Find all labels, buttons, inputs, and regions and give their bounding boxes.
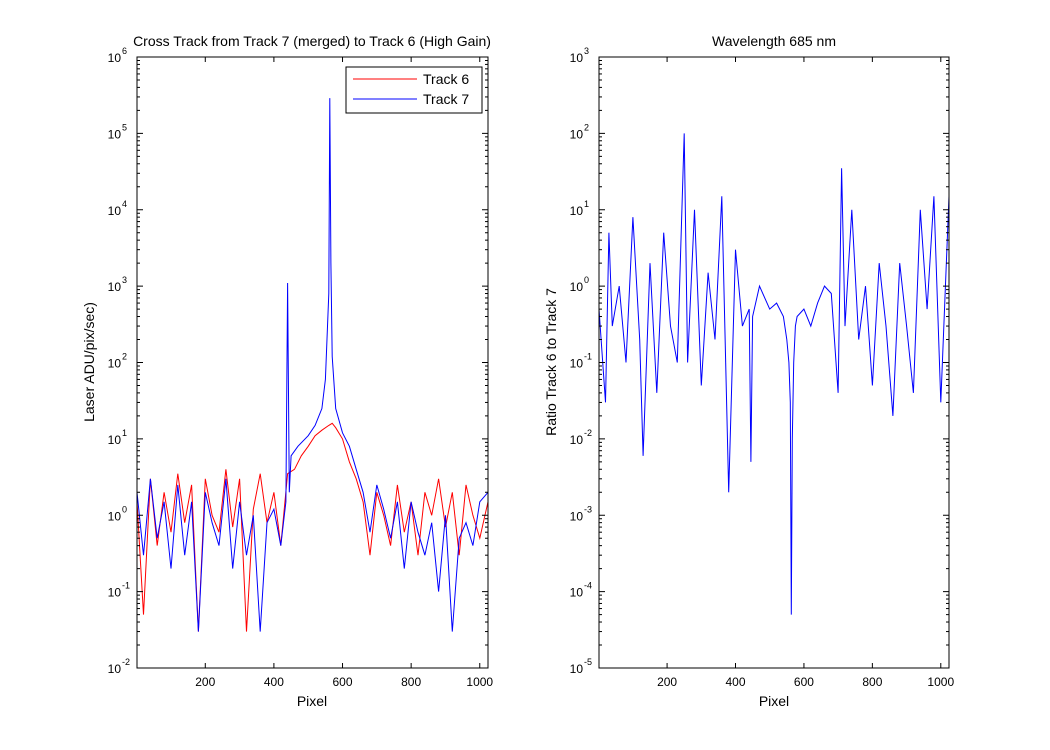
legend-label-track-7: Track 7: [423, 91, 469, 107]
right-y-tick-label: 10: [570, 280, 584, 294]
right-chart-title: Wavelength 685 nm: [712, 33, 836, 49]
right-x-axis-label: Pixel: [759, 693, 789, 709]
left-x-axis-label: Pixel: [297, 693, 327, 709]
right-y-tick-exponent: -3: [584, 504, 592, 514]
right-y-tick-exponent: -1: [584, 352, 592, 362]
left-y-tick-exponent: -2: [122, 657, 130, 667]
right-x-tick-label: 1000: [927, 675, 954, 689]
right-y-tick-label: 10: [570, 433, 584, 447]
left-y-tick-label: 10: [108, 51, 122, 65]
legend: Track 6 Track 7: [345, 66, 483, 114]
legend-label-track-6: Track 6: [423, 71, 469, 87]
left-y-tick-label: 10: [108, 433, 122, 447]
left-y-tick-label: 10: [108, 662, 122, 676]
left-y-tick-label: 10: [108, 204, 122, 218]
right-x-tick-label: 200: [657, 675, 677, 689]
left-x-tick-label: 400: [264, 675, 284, 689]
right-y-tick-exponent: 1: [584, 199, 589, 209]
right-y-tick-label: 10: [570, 204, 584, 218]
right-y-tick-label: 10: [570, 357, 584, 371]
left-x-tick-label: 1000: [466, 675, 493, 689]
legend-box: [345, 66, 483, 114]
left-y-tick-label: 10: [108, 509, 122, 523]
right-series-layer: [598, 133, 950, 615]
right-plot-area: [599, 57, 949, 668]
left-y-tick-exponent: 5: [122, 122, 127, 132]
right-x-tick-label: 600: [794, 675, 814, 689]
left-x-tick-label: 800: [401, 675, 421, 689]
right-series-line-1: [598, 133, 950, 615]
left-series-line-2: [136, 98, 489, 632]
left-y-tick-exponent: 4: [122, 199, 127, 209]
left-y-tick-label: 10: [108, 357, 122, 371]
right-y-tick-label: 10: [570, 127, 584, 141]
left-y-tick-exponent: 2: [122, 352, 127, 362]
right-y-tick-label: 10: [570, 509, 584, 523]
left-y-axis-label: Laser ADU/pix/sec): [81, 302, 97, 422]
left-chart-title: Cross Track from Track 7 (merged) to Tra…: [133, 33, 491, 49]
left-series-layer: [136, 98, 489, 632]
right-y-tick-exponent: 2: [584, 122, 589, 132]
left-y-tick-label: 10: [108, 127, 122, 141]
right-y-tick-label: 10: [570, 51, 584, 65]
right-x-tick-label: 400: [725, 675, 745, 689]
left-y-tick-exponent: 1: [122, 428, 127, 438]
right-y-tick-exponent: -5: [584, 657, 592, 667]
left-y-tick-label: 10: [108, 586, 122, 600]
right-y-tick-exponent: -2: [584, 428, 592, 438]
right-y-tick-exponent: -4: [584, 581, 592, 591]
left-y-tick-exponent: 3: [122, 275, 127, 285]
right-y-tick-exponent: 3: [584, 46, 589, 56]
right-y-tick-exponent: 0: [584, 275, 589, 285]
right-y-axis-label: Ratio Track 6 to Track 7: [543, 288, 559, 436]
left-y-tick-exponent: -1: [122, 581, 130, 591]
left-x-tick-label: 600: [333, 675, 353, 689]
right-y-tick-label: 10: [570, 586, 584, 600]
left-y-tick-label: 10: [108, 280, 122, 294]
left-y-tick-exponent: 0: [122, 504, 127, 514]
right-y-tick-label: 10: [570, 662, 584, 676]
left-y-tick-exponent: 6: [122, 46, 127, 56]
left-x-tick-label: 200: [195, 675, 215, 689]
right-x-tick-label: 800: [862, 675, 882, 689]
left-plot-area: [137, 57, 488, 668]
